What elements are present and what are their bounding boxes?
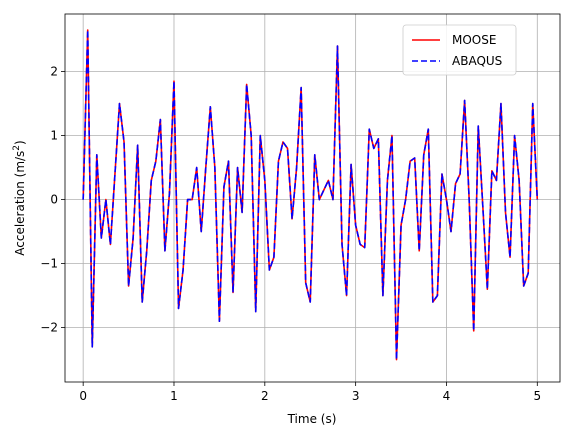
- x-tick-label: 0: [79, 389, 87, 403]
- x-tick-label: 3: [352, 389, 360, 403]
- legend-label-abaqus: ABAQUS: [452, 54, 502, 68]
- legend-label-moose: MOOSE: [452, 33, 496, 47]
- y-tick-label: 0: [50, 193, 58, 207]
- series-layer: [82, 29, 539, 361]
- y-axis-label-close: ): [13, 140, 27, 145]
- series-line-abaqus: [82, 29, 539, 361]
- legend: MOOSE ABAQUS: [402, 24, 517, 76]
- y-axis-label: Acceleration (m/s2): [12, 140, 27, 255]
- y-axis-label-main: Acceleration (m/s: [13, 151, 27, 256]
- y-tick-label: −2: [40, 321, 58, 335]
- y-tick-label: −1: [40, 257, 58, 271]
- x-axis: 0 1 2 3 4 5: [79, 382, 541, 403]
- y-axis-label-superscript: 2: [12, 145, 22, 151]
- y-tick-label: 1: [50, 129, 58, 143]
- plot-frame: [64, 13, 561, 383]
- x-axis-label: Time (s): [287, 412, 337, 426]
- x-tick-label: 2: [261, 389, 269, 403]
- x-tick-label: 1: [170, 389, 178, 403]
- y-tick-label: 2: [50, 65, 58, 79]
- x-tick-label: 4: [443, 389, 451, 403]
- y-axis: −2 −1 0 1 2: [40, 65, 65, 335]
- x-tick-label: 5: [533, 389, 541, 403]
- legend-box: [402, 24, 517, 76]
